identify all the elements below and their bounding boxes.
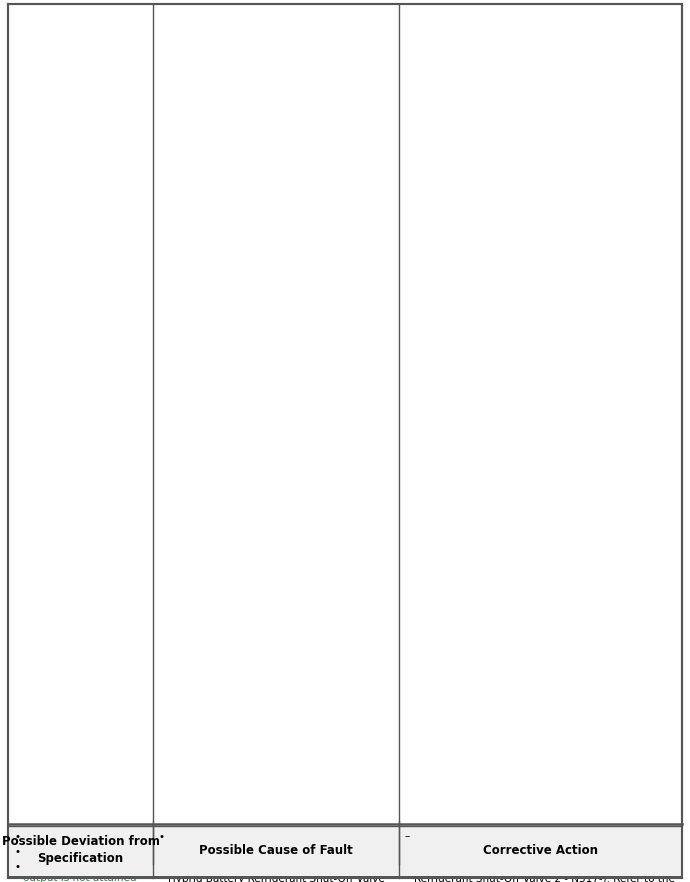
Text: •: •: [14, 832, 20, 841]
Text: Corrective Action: Corrective Action: [483, 843, 598, 856]
Text: Possible Cause of Fault: Possible Cause of Fault: [199, 843, 353, 856]
Text: Check the activation and function of the A/C: Check the activation and function of the…: [414, 832, 646, 841]
Text: –: –: [405, 832, 410, 841]
Text: Shut-Off Valve 1 - N516- and the Hybrid Battery: Shut-Off Valve 1 - N516- and the Hybrid …: [414, 863, 664, 873]
Text: Refrigerant Shut-Off Valve 1 -N516-,: Refrigerant Shut-Off Valve 1 -N516-,: [168, 863, 357, 873]
Text: Refrigerant Shut-Off Valve 2 - N517-). Refer to the: Refrigerant Shut-Off Valve 2 - N517-). R…: [414, 873, 675, 882]
Text: compressor and the shut-off valve if equipped: compressor and the shut-off valve if equ…: [414, 842, 656, 852]
Text: Activation of function of the A/C: Activation of function of the A/C: [168, 832, 335, 841]
Text: The required cooling: The required cooling: [23, 863, 130, 872]
Bar: [8, 824, 682, 876]
Text: output is not attained: output is not attained: [23, 873, 137, 882]
Text: •: •: [159, 832, 165, 841]
Text: High pressure normal: High pressure normal: [23, 832, 135, 841]
Text: •: •: [14, 847, 20, 857]
Text: Hybrid Battery Refrigerant Shut-Off Valve: Hybrid Battery Refrigerant Shut-Off Valv…: [168, 873, 384, 882]
Text: (for example the Hybrid Battery Refrigerant: (for example the Hybrid Battery Refriger…: [414, 853, 642, 863]
Text: •: •: [14, 863, 20, 872]
Text: compressor or if equipped the shut-off: compressor or if equipped the shut-off: [168, 842, 370, 852]
Text: Low pressure too low,: Low pressure too low,: [23, 847, 137, 857]
Text: valve (for example the Hybrid Battery: valve (for example the Hybrid Battery: [168, 853, 366, 863]
Text: Possible Deviation from
Specification: Possible Deviation from Specification: [1, 835, 159, 865]
